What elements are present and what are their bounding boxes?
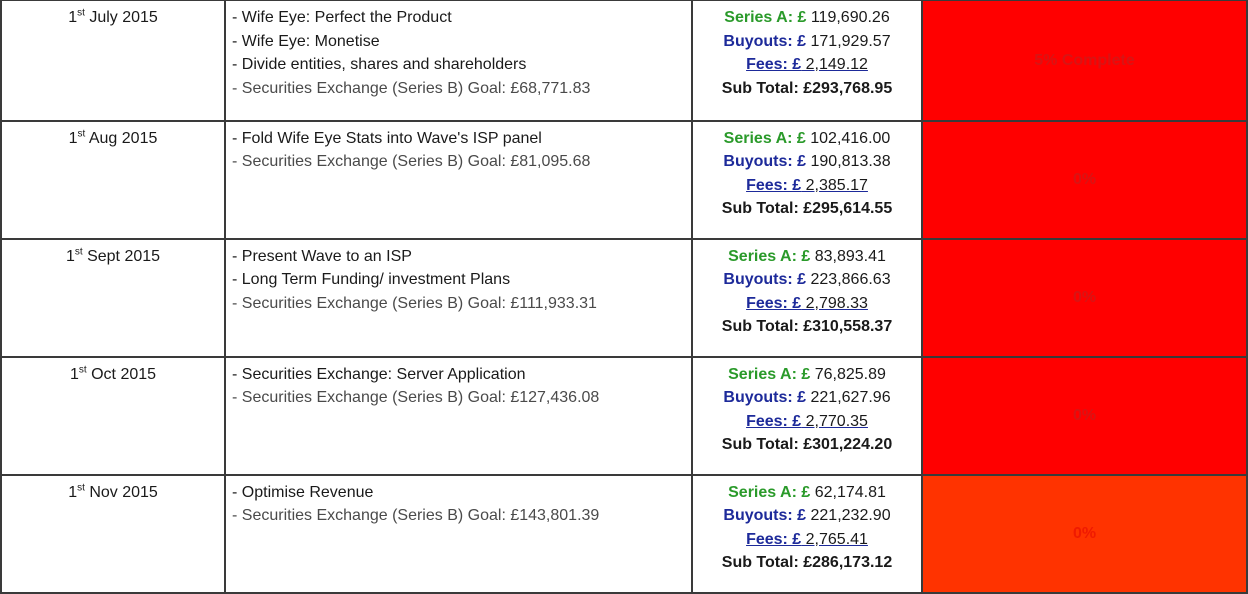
sub-total-line: Sub Total: £293,768.95 (721, 79, 893, 97)
sub-total-line: Sub Total: £301,224.20 (721, 436, 893, 453)
task-item: - Optimise Revenue (232, 483, 374, 501)
status-cell: 5% Complete (921, 0, 1248, 122)
table-row: 1st July 2015 - Wife Eye: Perfect the Pr… (0, 0, 1248, 122)
date-cell: 1st Nov 2015 (0, 473, 226, 594)
task-item: - Divide entities, shares and shareholde… (232, 56, 527, 73)
funding-cell: Series A: £ 119,690.26 Buyouts: £ 171,92… (691, 0, 923, 122)
series-a-line: Series A: £ 83,893.41 (728, 247, 886, 265)
tasks-cell: - Fold Wife Eye Stats into Wave's ISP pa… (224, 119, 693, 240)
table-row: 1st Nov 2015 - Optimise Revenue - Securi… (0, 473, 1248, 594)
funding-cell: Series A: £ 102,416.00 Buyouts: £ 190,81… (691, 119, 923, 240)
sub-total-line: Sub Total: £286,173.12 (721, 554, 893, 571)
date-text: 1st Nov 2015 (68, 482, 158, 501)
tasks-cell: - Present Wave to an ISP - Long Term Fun… (224, 237, 693, 358)
sub-total-line: Sub Total: £310,558.37 (721, 318, 893, 335)
securities-goal: - Securities Exchange (Series B) Goal: £… (232, 507, 600, 524)
buyouts-line: Buyouts: £ 190,813.38 (723, 153, 891, 170)
task-item: - Wife Eye: Monetise (232, 32, 380, 50)
fees-link[interactable]: Fees: £ 2,765.41 (746, 530, 868, 548)
status-cell: 0% (921, 473, 1248, 594)
series-a-line: Series A: £ 62,174.81 (728, 483, 886, 501)
task-item: - Present Wave to an ISP (232, 247, 412, 265)
funding-cell: Series A: £ 62,174.81 Buyouts: £ 221,232… (691, 473, 923, 594)
buyouts-line: Buyouts: £ 221,232.90 (723, 507, 891, 524)
buyouts-line: Buyouts: £ 223,866.63 (723, 271, 891, 288)
fees-link[interactable]: Fees: £ 2,149.12 (746, 56, 868, 73)
series-a-line: Series A: £ 119,690.26 (724, 9, 890, 26)
sub-total-line: Sub Total: £295,614.55 (721, 200, 893, 217)
date-text: 1st Aug 2015 (68, 128, 158, 147)
securities-goal: - Securities Exchange (Series B) Goal: £… (232, 153, 591, 170)
date-cell: 1st Sept 2015 (0, 237, 226, 358)
securities-goal: - Securities Exchange (Series B) Goal: £… (232, 389, 600, 406)
status-text: 0% (1072, 524, 1097, 542)
fees-link[interactable]: Fees: £ 2,385.17 (746, 176, 868, 194)
date-cell: 1st Aug 2015 (0, 119, 226, 240)
tasks-cell: - Optimise Revenue - Securities Exchange… (224, 473, 693, 594)
funding-cell: Series A: £ 76,825.89 Buyouts: £ 221,627… (691, 355, 923, 476)
status-text: 0% (1072, 170, 1097, 188)
tasks-cell: - Wife Eye: Perfect the Product - Wife E… (224, 0, 693, 122)
table-row: 1st Aug 2015 - Fold Wife Eye Stats into … (0, 119, 1248, 240)
buyouts-line: Buyouts: £ 171,929.57 (723, 32, 891, 50)
table-row: 1st Oct 2015 - Securities Exchange: Serv… (0, 355, 1248, 476)
date-cell: 1st Oct 2015 (0, 355, 226, 476)
fees-link[interactable]: Fees: £ 2,770.35 (746, 412, 868, 430)
status-cell: 0% (921, 119, 1248, 240)
securities-goal: - Securities Exchange (Series B) Goal: £… (232, 294, 597, 312)
series-a-line: Series A: £ 102,416.00 (723, 129, 891, 147)
buyouts-line: Buyouts: £ 221,627.96 (723, 389, 891, 406)
task-item: - Securities Exchange: Server Applicatio… (232, 365, 526, 383)
task-item: - Long Term Funding/ investment Plans (232, 271, 511, 288)
status-cell: 0% (921, 237, 1248, 358)
tasks-cell: - Securities Exchange: Server Applicatio… (224, 355, 693, 476)
series-a-line: Series A: £ 76,825.89 (728, 365, 886, 383)
funding-cell: Series A: £ 83,893.41 Buyouts: £ 223,866… (691, 237, 923, 358)
status-text: 5% Complete (1034, 51, 1135, 69)
table-row: 1st Sept 2015 - Present Wave to an ISP -… (0, 237, 1248, 358)
date-text: 1st July 2015 (68, 7, 158, 26)
securities-goal: - Securities Exchange (Series B) Goal: £… (232, 79, 591, 97)
task-item: - Wife Eye: Perfect the Product (232, 9, 452, 26)
task-item: - Fold Wife Eye Stats into Wave's ISP pa… (232, 129, 542, 147)
date-cell: 1st July 2015 (0, 0, 226, 122)
status-cell: 0% (921, 355, 1248, 476)
date-text: 1st Sept 2015 (65, 246, 161, 265)
status-text: 0% (1072, 406, 1097, 424)
date-text: 1st Oct 2015 (69, 364, 157, 383)
fees-link[interactable]: Fees: £ 2,798.33 (746, 294, 868, 312)
status-text: 0% (1072, 288, 1097, 306)
